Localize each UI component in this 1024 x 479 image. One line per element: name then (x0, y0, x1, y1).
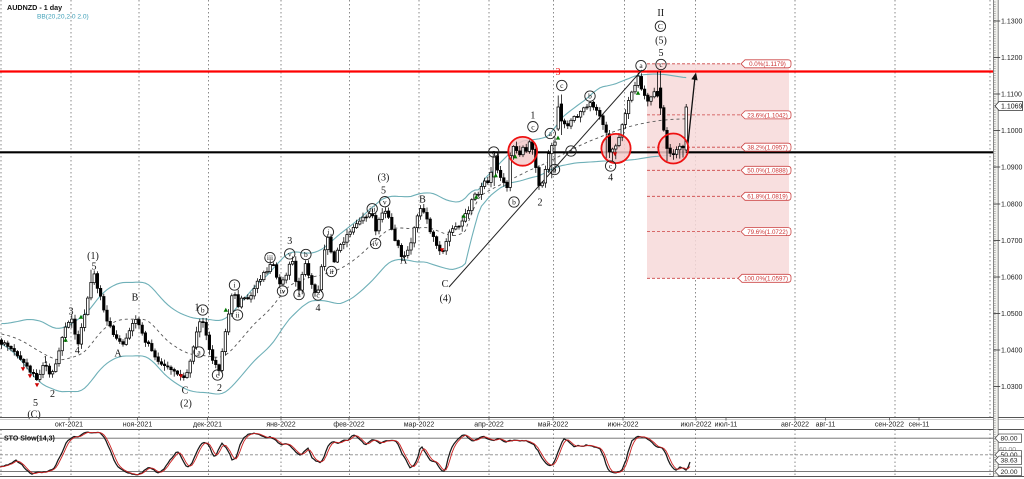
svg-text:май-2022: май-2022 (538, 421, 569, 429)
svg-text:мар-2022: мар-2022 (404, 422, 435, 429)
svg-text:a: a (549, 129, 553, 138)
svg-text:1.0600: 1.0600 (1001, 275, 1023, 282)
svg-text:июн-2022: июн-2022 (608, 422, 639, 429)
svg-text:(2): (2) (180, 399, 192, 410)
svg-text:5: 5 (381, 186, 386, 197)
svg-text:C: C (658, 22, 663, 31)
svg-text:1: 1 (195, 303, 200, 314)
svg-text:июл-2022: июл-2022 (681, 422, 712, 429)
svg-text:3: 3 (287, 236, 292, 247)
svg-text:1.1100: 1.1100 (1001, 92, 1022, 99)
svg-text:C: C (442, 279, 449, 290)
svg-text:2: 2 (217, 383, 222, 394)
svg-text:c: c (609, 162, 613, 171)
svg-text:b: b (304, 250, 308, 259)
svg-text:a: a (297, 290, 301, 299)
svg-text:(4): (4) (440, 293, 452, 304)
svg-text:5: 5 (659, 48, 664, 59)
svg-text:a: a (492, 148, 496, 157)
svg-text:20.00: 20.00 (1001, 469, 1018, 476)
svg-text:1.1200: 1.1200 (1001, 55, 1023, 62)
svg-text:II: II (657, 8, 664, 19)
svg-text:c: c (531, 122, 535, 131)
svg-text:v: v (383, 197, 387, 206)
svg-text:c: c (316, 291, 320, 300)
svg-text:1.0300: 1.0300 (1001, 384, 1023, 391)
svg-text:c: c (560, 81, 564, 90)
svg-text:c: c (659, 60, 663, 69)
svg-text:ноя-2021: ноя-2021 (123, 422, 153, 429)
svg-text:ii: ii (329, 267, 333, 276)
svg-text:iii: iii (267, 253, 273, 262)
svg-text:1.1069: 1.1069 (1001, 104, 1023, 111)
svg-text:B: B (132, 293, 139, 304)
svg-text:iv: iv (280, 287, 286, 296)
svg-text:80.00: 80.00 (1001, 436, 1018, 443)
svg-text:сен-11: сен-11 (909, 422, 930, 429)
svg-text:v: v (288, 250, 292, 259)
svg-text:4: 4 (75, 346, 80, 357)
svg-text:фев-2022: фев-2022 (333, 422, 364, 429)
svg-text:b: b (512, 198, 516, 207)
svg-text:5: 5 (92, 262, 97, 273)
svg-text:b: b (201, 306, 205, 315)
svg-text:4: 4 (316, 303, 321, 314)
svg-text:2: 2 (538, 198, 543, 209)
svg-text:b: b (553, 165, 557, 174)
svg-text:i: i (327, 228, 329, 237)
svg-text:сен-2022: сен-2022 (875, 422, 904, 429)
svg-text:i: i (233, 281, 235, 290)
svg-text:c: c (216, 371, 220, 380)
svg-text:1.0500: 1.0500 (1001, 311, 1023, 318)
svg-text:a: a (197, 348, 201, 357)
svg-text:дек-2021: дек-2021 (193, 422, 222, 429)
svg-text:(5): (5) (655, 36, 667, 47)
svg-text:STO Slow(14,3): STO Slow(14,3) (4, 436, 55, 443)
svg-text:0.0%(1.1179): 0.0%(1.1179) (749, 61, 786, 68)
svg-text:апр-2022: апр-2022 (474, 422, 504, 429)
svg-text:авг-11: авг-11 (816, 422, 836, 429)
svg-text:AUDNZD - 1 day: AUDNZD - 1 day (7, 3, 62, 12)
svg-text:BB(20,20,2.0 2.0): BB(20,20,2.0 2.0) (37, 14, 89, 21)
svg-text:79.6%(1.0722): 79.6%(1.0722) (747, 229, 788, 236)
svg-text:a: a (639, 61, 643, 70)
svg-text:1: 1 (43, 355, 48, 366)
svg-text:B: B (419, 195, 426, 206)
svg-text:окт-2021: окт-2021 (55, 422, 83, 429)
svg-text:4: 4 (608, 173, 613, 184)
svg-text:1.1000: 1.1000 (1001, 128, 1023, 135)
svg-text:C: C (182, 386, 189, 397)
svg-text:A: A (400, 256, 408, 267)
svg-text:60.00: 60.00 (999, 447, 1016, 454)
svg-text:iii: iii (369, 204, 375, 213)
svg-text:(1): (1) (87, 251, 99, 262)
svg-text:1.1300: 1.1300 (1001, 19, 1023, 26)
svg-text:3: 3 (556, 67, 561, 78)
svg-text:5: 5 (33, 398, 38, 409)
svg-text:38.2%(1.0957): 38.2%(1.0957) (747, 145, 788, 152)
svg-text:(C): (C) (27, 410, 40, 421)
svg-text:a: a (569, 147, 573, 156)
svg-text:1.0400: 1.0400 (1001, 348, 1023, 355)
svg-text:61.8%(1.0819): 61.8%(1.0819) (747, 194, 788, 201)
svg-text:A: A (114, 349, 122, 360)
svg-text:23.6%(1.1042): 23.6%(1.1042) (747, 112, 788, 119)
svg-text:авг-2022: авг-2022 (781, 422, 809, 429)
svg-text:100.0%(1.0597): 100.0%(1.0597) (744, 276, 788, 283)
svg-text:янв-2022: янв-2022 (266, 422, 295, 429)
svg-text:b: b (588, 92, 592, 101)
svg-text:2: 2 (50, 389, 55, 400)
svg-text:50.0%(1.0888): 50.0%(1.0888) (747, 168, 788, 175)
svg-text:1.0800: 1.0800 (1001, 202, 1023, 209)
svg-text:3: 3 (69, 307, 74, 318)
svg-text:ii: ii (235, 311, 239, 320)
svg-text:(3): (3) (378, 173, 390, 184)
svg-text:38.63: 38.63 (1001, 458, 1018, 465)
svg-text:iv: iv (373, 239, 379, 248)
svg-text:1.0700: 1.0700 (1001, 238, 1023, 245)
svg-text:июл-11: июл-11 (715, 422, 738, 429)
svg-text:1: 1 (530, 111, 535, 122)
svg-text:1.0900: 1.0900 (1001, 165, 1023, 172)
